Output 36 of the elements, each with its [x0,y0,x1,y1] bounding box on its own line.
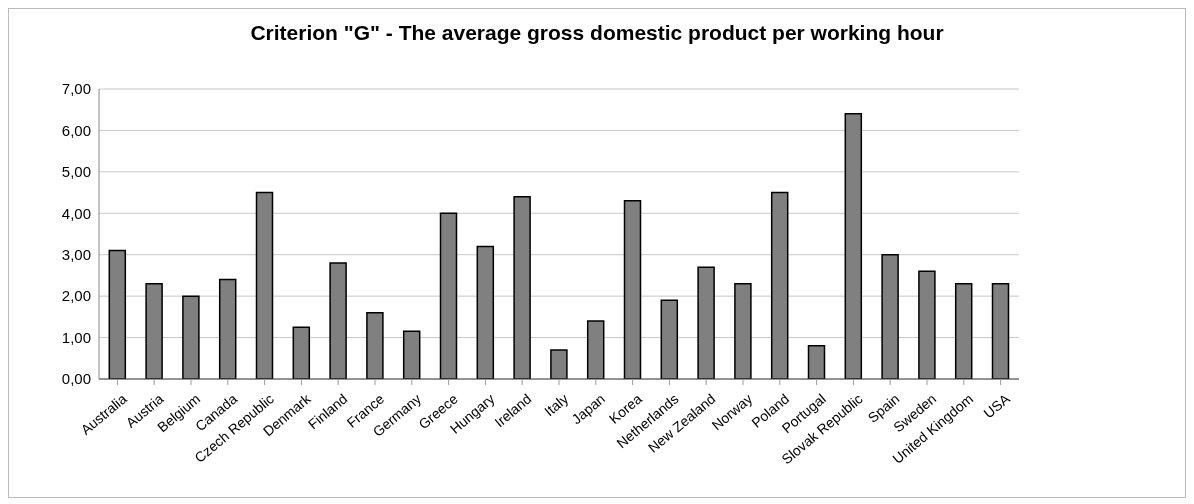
bar [881,253,899,379]
bar [329,262,347,379]
bar [991,282,1010,379]
bar [366,311,384,379]
x-tick-label: Italy [541,390,572,420]
bar [439,212,458,379]
bar [476,245,495,379]
bar [108,249,127,379]
bar [292,326,311,379]
bar [513,195,531,379]
y-tick-label: 3,00 [61,246,91,264]
y-tick-label: 6,00 [61,121,91,139]
y-tick-label: 4,00 [61,204,91,222]
bar [918,270,936,379]
bar [586,320,605,379]
bar [770,191,789,379]
y-tick-label: 2,00 [61,287,91,305]
x-tick-label: USA [980,390,1014,422]
y-tick-label: 0,00 [61,370,91,388]
bar [255,191,274,379]
bar [145,282,163,379]
y-tick-label: 1,00 [61,328,91,346]
y-tick-label: 5,00 [61,163,91,181]
bar [844,113,863,379]
bar [550,349,568,379]
bar [954,282,973,379]
bar [218,278,237,379]
y-tick-label: 7,00 [61,80,91,98]
bar [734,282,752,379]
chart-title: Criterion "G" - The average gross domestic product per working hour [249,21,945,45]
bar [660,299,679,379]
bar [697,266,715,379]
bar [807,345,826,379]
bar [402,330,421,379]
bar [182,295,200,379]
bar [623,200,642,379]
